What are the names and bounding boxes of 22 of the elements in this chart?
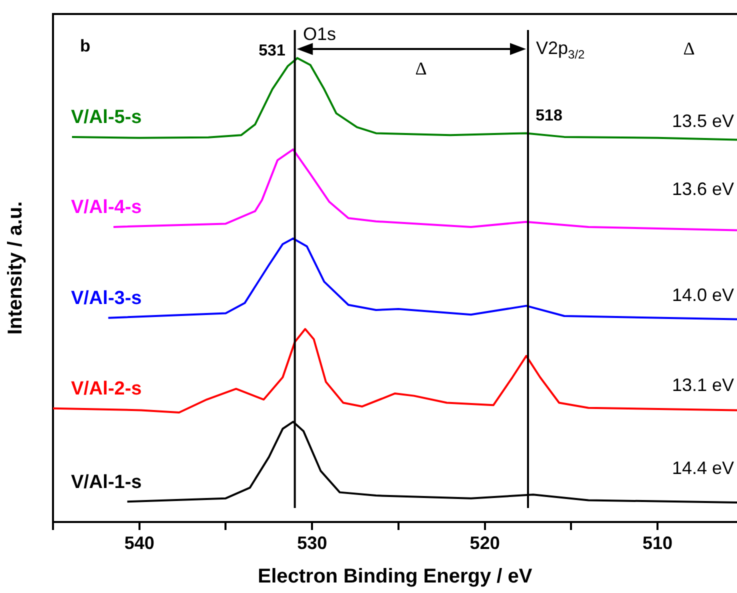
series-label: V/Al-5-s xyxy=(71,107,142,128)
series-label: V/Al-2-s xyxy=(71,378,142,400)
x-axis-title: Electron Binding Energy / eV xyxy=(258,566,533,588)
series-label: V/Al-4-s xyxy=(71,197,142,218)
annotation: 531 xyxy=(258,42,286,60)
annotation: 13.5 eV xyxy=(672,110,734,131)
x-tick-label: 540 xyxy=(124,532,154,553)
text: O1s xyxy=(303,24,336,44)
annotation: 13.1 eV xyxy=(672,374,734,395)
x-tick-label: 510 xyxy=(642,532,673,553)
annotation: Δ xyxy=(415,58,427,79)
annotation: Δ xyxy=(683,38,695,59)
series-label: V/Al-3-s xyxy=(71,288,142,310)
x-tick-label: 520 xyxy=(470,532,500,553)
annotation: 13.6 eV xyxy=(672,178,734,199)
x-tick-label: 530 xyxy=(297,532,328,553)
text: b xyxy=(80,36,90,56)
y-axis-title: Intensity / a.u. xyxy=(4,201,27,335)
annotation: 14.4 eV xyxy=(672,458,734,478)
series-label: V/Al-1-s xyxy=(71,472,142,493)
annotation: 518 xyxy=(536,107,562,124)
annotation: 14.0 eV xyxy=(672,284,734,305)
